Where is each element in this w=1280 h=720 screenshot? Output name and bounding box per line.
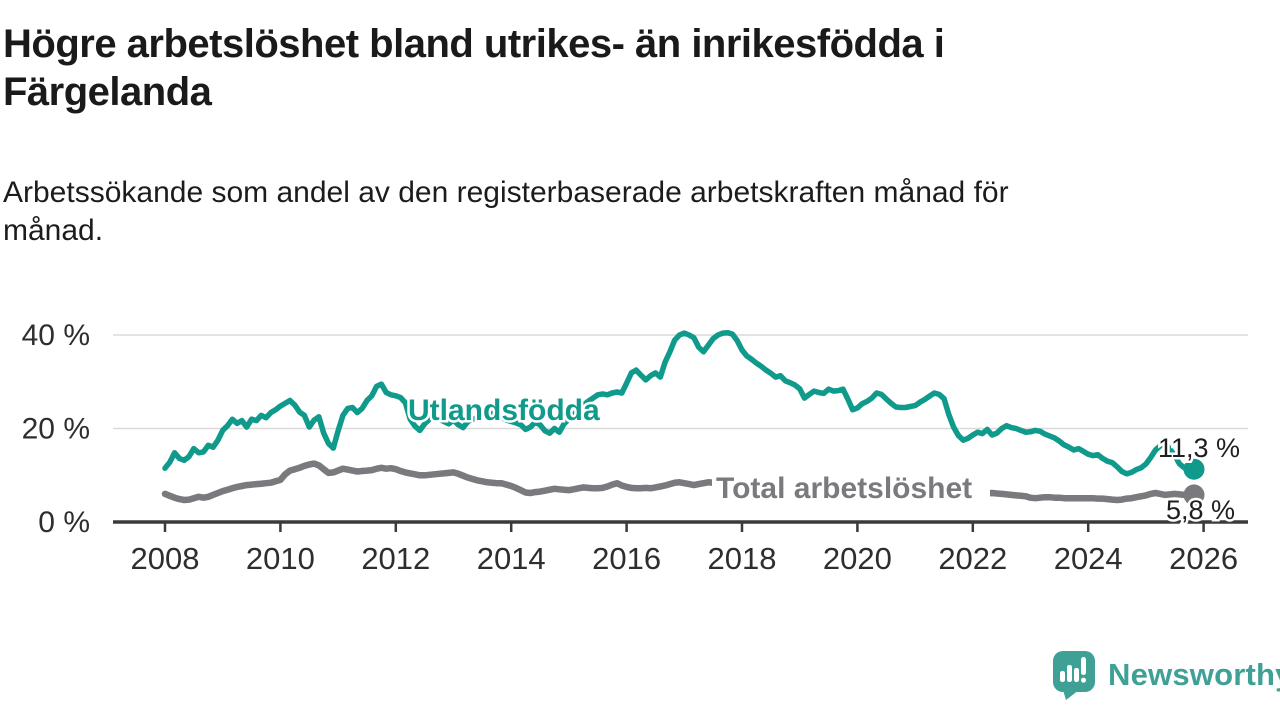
x-axis-label-2010: 2010 <box>246 541 315 576</box>
x-axis-label-2026: 2026 <box>1169 541 1238 576</box>
page-title-line2: Färgelanda <box>3 70 212 114</box>
series-line-total-arbetsl-shet <box>161 460 1198 504</box>
series-end-dot-total-arbetsl-shet <box>1183 484 1205 506</box>
y-axis-label-40: 40 % <box>22 319 90 352</box>
series-label-total-arbetsl-shet: Total arbetslöshet <box>716 472 972 505</box>
x-axis-label-2022: 2022 <box>938 541 1007 576</box>
page-subtitle-line1: Arbetssökande som andel av den registerb… <box>3 176 1009 209</box>
x-axis-label-2020: 2020 <box>823 541 892 576</box>
page-title: Högre arbetslöshet bland utrikes- än inr… <box>3 20 1203 116</box>
series-label-utlandsf-dda: Utlandsfödda <box>408 394 600 427</box>
y-axis-label-20: 20 % <box>22 413 90 446</box>
newsworthy-logo: Newsworthy <box>1052 650 1280 700</box>
series-end-dot-utlandsf-dda <box>1183 458 1205 480</box>
x-axis-label-2016: 2016 <box>592 541 661 576</box>
newsworthy-wordmark: Newsworthy <box>1108 657 1280 692</box>
page-subtitle-line2: månad. <box>3 214 104 247</box>
series-line-utlandsf-dda <box>162 329 1197 477</box>
x-axis-label-2014: 2014 <box>477 541 546 576</box>
x-axis-label-2008: 2008 <box>131 541 200 576</box>
y-axis-label-0: 0 % <box>38 506 90 539</box>
page-subtitle: Arbetssökande som andel av den registerb… <box>3 174 1223 250</box>
series-label-bg-total-arbetsl-shet <box>712 472 990 506</box>
unemployment-line-chart: 0 % 20 % 40 % 2008 2010 2012 2014 2016 2018 2020 2… <box>0 300 1280 600</box>
series-end-value-total-arbetsl-shet: 5,8 % <box>1166 495 1235 525</box>
newsworthy-speech-bubble-bar-chart-icon <box>1053 651 1095 700</box>
x-axis-label-2018: 2018 <box>708 541 777 576</box>
x-axis-label-2012: 2012 <box>361 541 430 576</box>
x-axis-label-2024: 2024 <box>1054 541 1123 576</box>
series-end-value-utlandsf-dda: 11,3 % <box>1158 433 1240 463</box>
page-title-line1: Högre arbetslöshet bland utrikes- än inr… <box>3 22 945 66</box>
line-chart-canvas: 0 % 20 % 40 % 2008 2010 2012 2014 2016 2018 2020 2… <box>22 319 1248 576</box>
